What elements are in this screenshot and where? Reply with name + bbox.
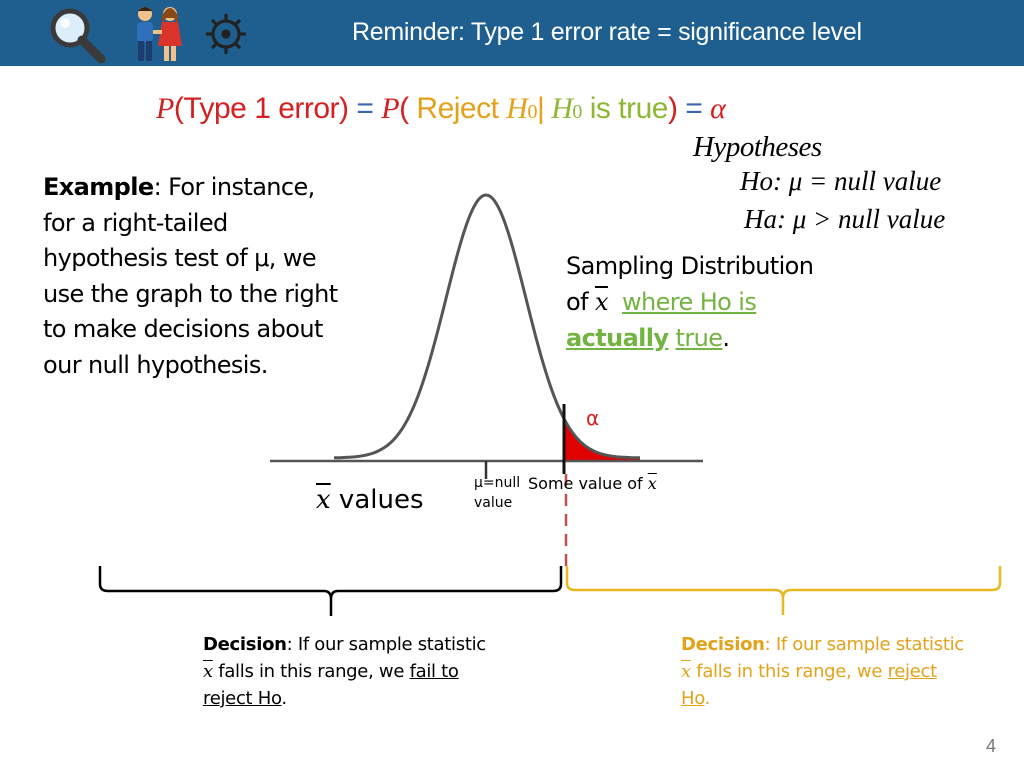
formula-p: P <box>156 92 174 125</box>
type1-error-formula: P(Type 1 error) = P( Reject H0| H0 is tr… <box>156 92 726 126</box>
formula-is-true: is true <box>581 92 669 125</box>
formula-h0-given: H <box>544 92 573 125</box>
sampling-where-ho: where Ho is <box>621 288 757 316</box>
alpha-region-label: α <box>586 406 600 430</box>
rejection-region-fill <box>564 418 640 461</box>
reject-brace <box>565 566 1002 615</box>
formula-h0-given-sub: 0 <box>572 101 582 123</box>
example-text: : For instance, for a right-tailed hypot… <box>43 173 338 379</box>
formula-paren-open: ( <box>399 92 417 125</box>
page-number: 4 <box>986 736 997 756</box>
fail-to-reject-text: fail to reject Ho <box>203 661 459 709</box>
formula-equals: = <box>348 92 382 125</box>
magnifying-glass-icon <box>50 8 106 64</box>
bell-curve <box>334 193 640 460</box>
decision-reject: Decision: If our sample statistic x fall… <box>681 634 964 709</box>
decision-fail-to-reject: Decision: If our sample statistic x fall… <box>203 634 486 709</box>
null-hypothesis: Ho: μ = null value <box>740 166 942 196</box>
formula-equals-2: = <box>677 92 711 125</box>
formula-h0-sub: 0 <box>527 101 537 123</box>
sampling-of: of <box>566 288 595 316</box>
formula-given-bar: | <box>536 92 545 125</box>
reject-text: reject Ho <box>681 661 937 709</box>
header-bar: Reminder: Type 1 error rate = significan… <box>0 0 1024 66</box>
formula-h0: H <box>506 92 528 125</box>
example-paragraph: Example: For instance, for a right-taile… <box>43 170 343 383</box>
mu-null-value-label: μ=null value <box>474 475 521 511</box>
some-value-label: Some value of x <box>528 474 657 493</box>
fail-to-reject-brace <box>98 566 563 616</box>
decision-left-label: Decision <box>203 634 287 655</box>
sampling-actually: actually <box>566 324 669 352</box>
couple-icon <box>137 7 182 61</box>
formula-paren-close: ) <box>667 92 678 125</box>
sampling-distribution-note: Sampling Distribution of x where Ho is a… <box>566 248 866 356</box>
x-values-label: x values <box>316 485 424 515</box>
formula-alpha: α <box>710 92 726 125</box>
sampling-period: . <box>722 324 730 352</box>
sampling-line-1: Sampling Distribution <box>566 252 814 280</box>
formula-type1-error: (Type 1 error) <box>173 92 349 125</box>
formula-reject: Reject <box>416 92 507 125</box>
sampling-true: true <box>675 324 723 352</box>
formula-p2: P <box>381 92 400 125</box>
hypotheses-title: Hypotheses <box>693 131 822 163</box>
sampling-xbar: x <box>594 288 609 316</box>
example-label: Example <box>43 173 154 201</box>
alternative-hypothesis: Ha: μ > null value <box>744 204 946 234</box>
page-title: Reminder: Type 1 error rate = significan… <box>352 18 862 46</box>
decision-right-label: Decision <box>681 634 765 655</box>
gear-icon <box>206 14 246 54</box>
